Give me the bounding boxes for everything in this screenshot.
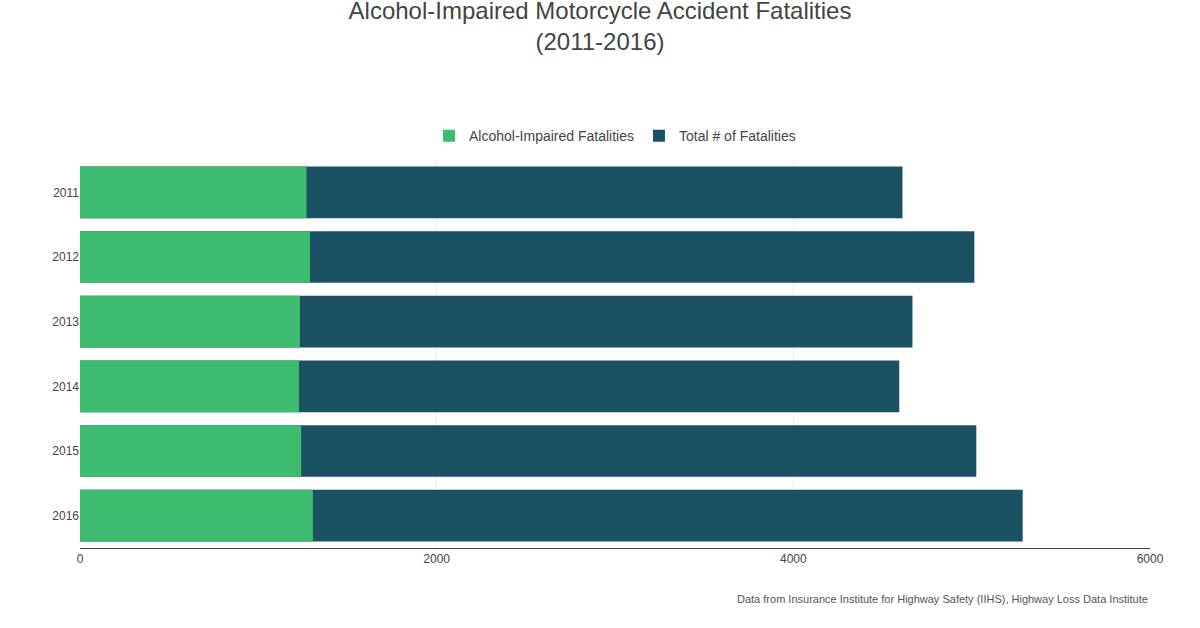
svg-text:0: 0 [77,552,84,566]
svg-text:2016: 2016 [52,509,79,523]
svg-text:6000: 6000 [1137,552,1164,566]
svg-text:2013: 2013 [52,315,79,329]
svg-text:2014: 2014 [52,380,79,394]
svg-text:Alcohol-Impaired Fatalities: Alcohol-Impaired Fatalities [469,128,634,144]
svg-text:2012: 2012 [52,250,79,264]
svg-text:2011: 2011 [53,186,79,200]
svg-text:Alcohol-Impaired Motorcycle Ac: Alcohol-Impaired Motorcycle Accident Fat… [349,0,852,55]
svg-text:4000: 4000 [780,552,807,566]
svg-text:2015: 2015 [52,444,79,458]
svg-text:Total # of Fatalities: Total # of Fatalities [679,128,796,144]
svg-text:Data from Insurance Institute: Data from Insurance Institute for Highwa… [737,593,1148,605]
svg-text:2000: 2000 [423,552,450,566]
